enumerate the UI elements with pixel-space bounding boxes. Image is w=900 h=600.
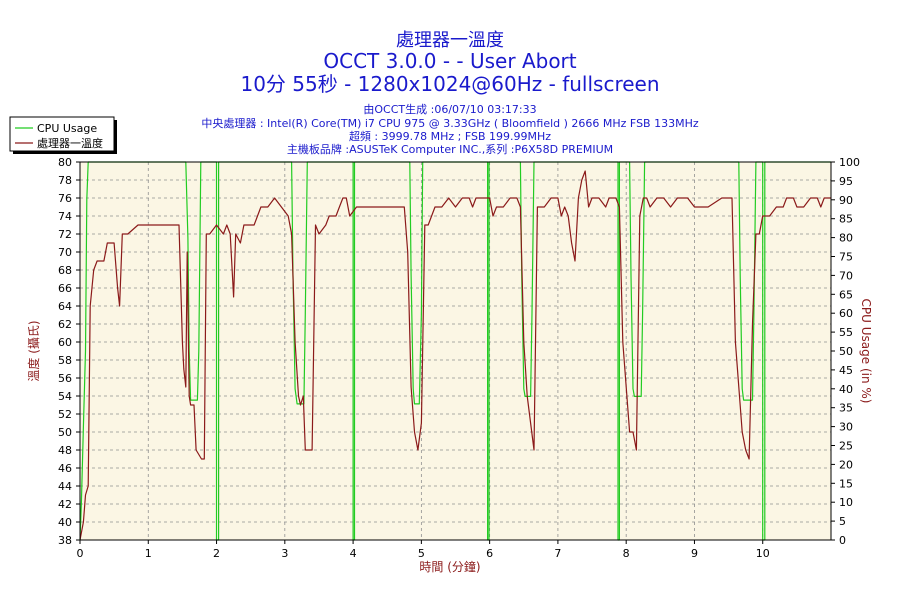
y-left-tick-label: 74: [58, 210, 72, 223]
y-left-tick-label: 62: [58, 318, 72, 331]
y-right-tick-label: 10: [839, 496, 853, 509]
info-line-generated: 由OCCT生成 :06/07/10 03:17:33: [363, 102, 536, 116]
legend-box: [9, 116, 115, 152]
y-left-tick-label: 70: [58, 246, 72, 259]
info-line-cpu: 中央處理器 : Intel(R) Core(TM) i7 CPU 975 @ 3…: [201, 116, 699, 130]
y-right-tick-label: 40: [839, 383, 853, 396]
y-right-tick-label: 60: [839, 307, 853, 320]
y-right-tick-label: 25: [839, 440, 853, 453]
series-line-temperature: [79, 170, 831, 541]
info-line-overclock: 超頻 : 3999.78 MHz ; FSB 199.99MHz: [349, 129, 551, 143]
y-right-tick-label: 80: [839, 232, 853, 245]
y-left-tick-label: 72: [58, 228, 72, 241]
y-left-tick-label: 52: [58, 408, 72, 421]
y-axis-left-label: 溫度 (攝氏): [26, 320, 41, 381]
y-left-tick-label: 38: [58, 534, 72, 547]
x-tick-label: 8: [623, 547, 630, 560]
chart-title: 處理器一溫度: [396, 30, 504, 51]
plot-border: [79, 161, 832, 541]
y-right-tick-label: 100: [839, 156, 860, 169]
y-left-tick-label: 68: [58, 264, 72, 277]
y-left-tick-label: 44: [58, 480, 72, 493]
y-left-tick-label: 80: [58, 156, 72, 169]
x-tick-label: 3: [281, 547, 288, 560]
y-right-tick-label: 90: [839, 194, 853, 207]
y-right-tick-label: 70: [839, 269, 853, 282]
x-tick-label: 9: [691, 547, 698, 560]
legend-label-temperature: 處理器一溫度: [37, 136, 103, 150]
x-axis-ticks: 0 1 2 3 4 5 6 7 8 9 10: [77, 540, 770, 560]
x-tick-label: 0: [77, 547, 84, 560]
y-right-tick-label: 45: [839, 364, 853, 377]
y-left-tick-label: 66: [58, 282, 72, 295]
y-left-tick-label: 46: [58, 462, 72, 475]
y-right-tick-label: 0: [839, 534, 846, 547]
y-left-tick-label: 54: [58, 390, 72, 403]
x-axis-label: 時間 (分鐘): [419, 559, 480, 574]
y-right-tick-label: 85: [839, 213, 853, 226]
y-right-tick-label: 75: [839, 251, 853, 264]
y-right-tick-label: 5: [839, 515, 846, 528]
y-left-tick-label: 42: [58, 498, 72, 511]
y-right-tick-label: 55: [839, 326, 853, 339]
y-left-tick-label: 64: [58, 300, 72, 313]
x-tick-label: 6: [486, 547, 493, 560]
info-line-motherboard: 主機板品牌 :ASUSTeK Computer INC.,系列 :P6X58D …: [287, 142, 613, 156]
legend-label-cpu-usage: CPU Usage: [37, 122, 97, 135]
chart-subtitle-1: OCCT 3.0.0 - - User Abort: [323, 49, 576, 73]
plot-area: [80, 162, 831, 540]
y-right-tick-label: 20: [839, 458, 853, 471]
x-tick-label: 1: [145, 547, 152, 560]
y-left-tick-label: 58: [58, 354, 72, 367]
y-left-tick-label: 50: [58, 426, 72, 439]
x-tick-label: 2: [213, 547, 220, 560]
y-right-tick-label: 35: [839, 402, 853, 415]
x-tick-label: 4: [350, 547, 357, 560]
x-tick-label: 7: [554, 547, 561, 560]
legend: CPU Usage 處理器一溫度: [9, 116, 117, 154]
y-axis-left-ticks: 38 40 42 44 46 48 50 52 54 56 58 60 62 64 66 68 70 72 74 76…: [58, 156, 80, 547]
y-left-tick-label: 48: [58, 444, 72, 457]
y-left-tick-label: 60: [58, 336, 72, 349]
x-tick-label: 5: [418, 547, 425, 560]
y-axis-right-label: CPU Usage (in %): [859, 299, 873, 404]
y-right-tick-label: 50: [839, 345, 853, 358]
y-right-tick-label: 30: [839, 421, 853, 434]
y-right-tick-label: 65: [839, 288, 853, 301]
y-left-tick-label: 76: [58, 192, 72, 205]
y-left-tick-label: 78: [58, 174, 72, 187]
y-left-tick-label: 40: [58, 516, 72, 529]
x-tick-label: 10: [756, 547, 770, 560]
y-right-tick-label: 15: [839, 477, 853, 490]
chart-subtitle-2: 10分 55秒 - 1280x1024@60Hz - fullscreen: [240, 72, 659, 96]
y-left-tick-label: 56: [58, 372, 72, 385]
y-axis-right-ticks: 0 5 10 15 20 25 30 35 40 45 50 55 60 65 70 75 80 85 90 95 10…: [831, 156, 860, 547]
y-right-tick-label: 95: [839, 175, 853, 188]
